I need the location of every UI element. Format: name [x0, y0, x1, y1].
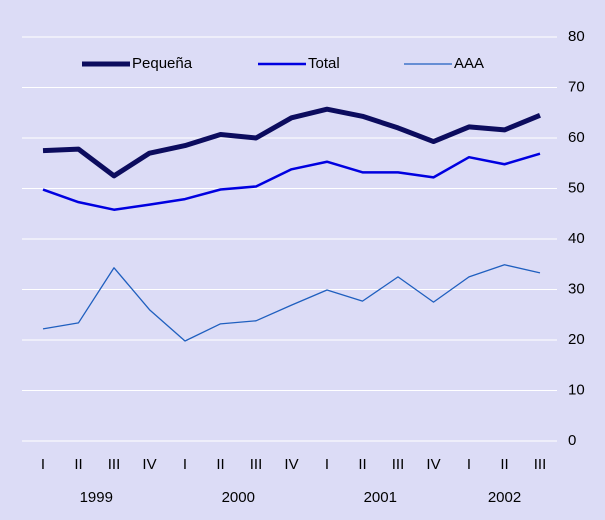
y-tick-label: 30	[568, 280, 585, 297]
y-tick-label: 20	[568, 331, 585, 348]
legend-label: Total	[308, 55, 340, 72]
y-tick-label: 10	[568, 381, 585, 398]
x-tick-label: II	[358, 456, 366, 473]
y-tick-label: 80	[568, 28, 585, 45]
x-tick-label: I	[325, 456, 329, 473]
x-group-label: 1999	[80, 489, 113, 506]
x-tick-label: III	[534, 456, 547, 473]
x-group-label: 2002	[488, 489, 521, 506]
x-tick-label: III	[250, 456, 263, 473]
x-group-label: 2001	[364, 489, 397, 506]
series-line	[42, 106, 541, 179]
x-tick-label: III	[392, 456, 405, 473]
legend-label: AAA	[454, 55, 484, 72]
y-tick-label: 40	[568, 230, 585, 247]
x-tick-label: I	[183, 456, 187, 473]
y-tick-label: 0	[568, 432, 576, 449]
y-tick-label: 60	[568, 129, 585, 146]
x-tick-label: III	[108, 456, 121, 473]
x-tick-label: I	[467, 456, 471, 473]
x-tick-label: IV	[284, 456, 298, 473]
y-tick-label: 70	[568, 78, 585, 95]
x-tick-label: I	[41, 456, 45, 473]
series-line	[42, 152, 541, 211]
x-tick-label: IV	[142, 456, 156, 473]
series-line	[42, 264, 541, 342]
legend-label: Pequeña	[132, 55, 193, 72]
x-group-label: 2000	[222, 489, 255, 506]
y-tick-label: 50	[568, 179, 585, 196]
x-tick-label: II	[216, 456, 224, 473]
x-tick-label: IV	[426, 456, 440, 473]
x-tick-label: II	[500, 456, 508, 473]
x-tick-label: II	[74, 456, 82, 473]
